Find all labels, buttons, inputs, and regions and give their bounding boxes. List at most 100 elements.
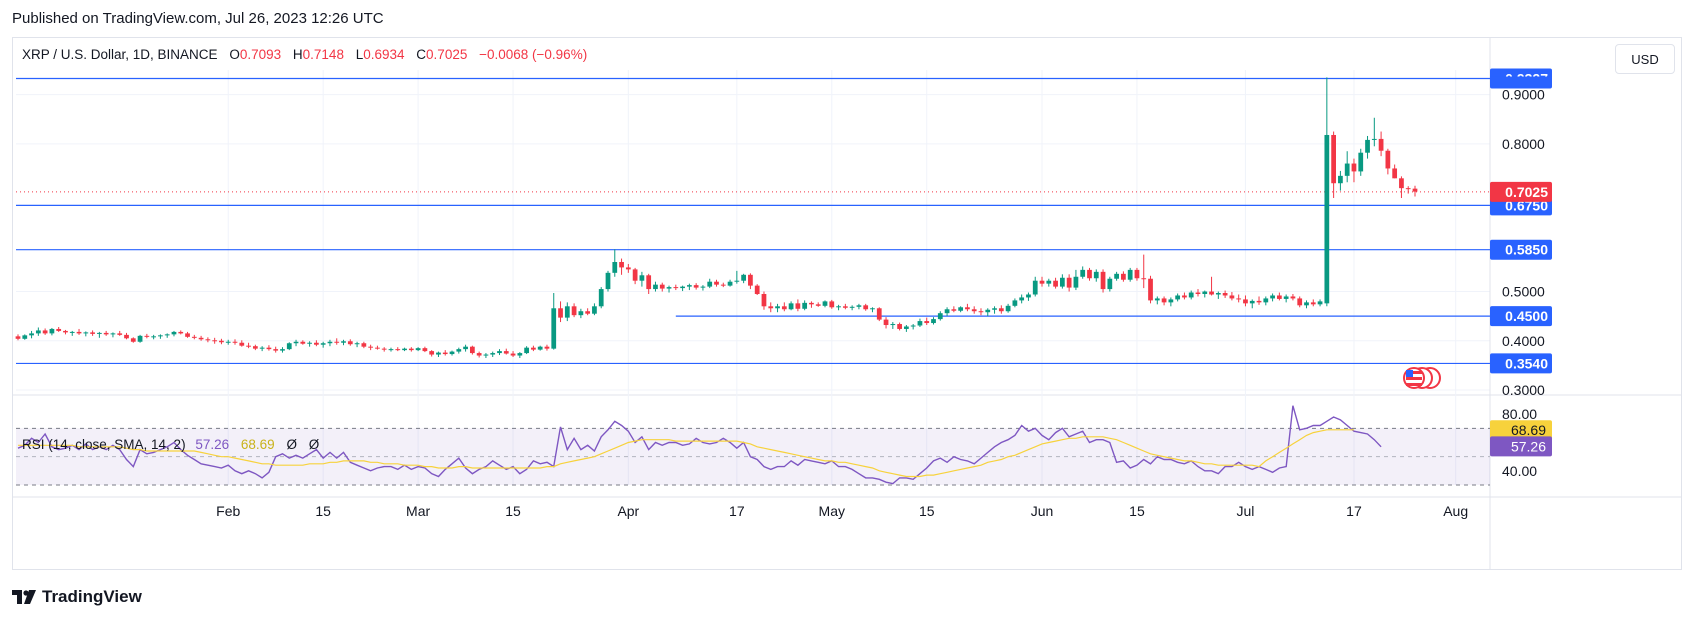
candle-body: [924, 321, 930, 324]
candle-body: [1087, 269, 1092, 279]
candle-body: [442, 352, 448, 355]
candle-body: [1392, 168, 1398, 179]
candle-body: [205, 339, 211, 341]
candle-body: [1127, 269, 1133, 280]
candle-body: [110, 333, 116, 335]
candle-body: [293, 341, 299, 344]
price-axis-label: 0.9000: [1502, 87, 1545, 103]
candle-body: [1019, 297, 1025, 301]
candle-body: [388, 349, 394, 351]
candle-body: [815, 304, 821, 306]
candle-body: [1371, 138, 1377, 140]
time-axis-label: 15: [919, 503, 935, 519]
candle-body: [1290, 296, 1296, 299]
high-key: H: [292, 47, 303, 62]
candle-body: [185, 333, 190, 337]
time-axis-label: 15: [315, 503, 331, 519]
candle-body: [1405, 188, 1411, 190]
candle-body: [734, 280, 740, 282]
candle-body: [1073, 276, 1079, 288]
tradingview-footer[interactable]: TradingView: [12, 587, 142, 607]
price-grid: [12, 37, 1682, 570]
candle-body: [944, 309, 950, 314]
candle-body: [687, 285, 692, 287]
candle-body: [876, 308, 882, 320]
candle-body: [1168, 299, 1174, 303]
candle-body: [639, 275, 645, 281]
candle-body: [714, 281, 719, 285]
flag-stripe: [1406, 371, 1422, 374]
flag-stripe: [1406, 377, 1422, 380]
candle-body: [558, 308, 563, 318]
candle-body: [212, 340, 218, 342]
candle-body: [320, 343, 326, 345]
candle-body: [1236, 298, 1242, 300]
rsi-line: [17, 405, 1382, 485]
tradingview-logo-icon: [12, 590, 36, 604]
candle-body: [191, 336, 197, 338]
candle-body: [130, 338, 136, 342]
candle-body: [1324, 134, 1330, 304]
candle-body: [402, 348, 407, 351]
candle-body: [273, 349, 279, 351]
candle-body: [910, 325, 916, 327]
candle-body: [1134, 269, 1140, 279]
candle-body: [469, 346, 475, 354]
candle-body: [517, 353, 523, 356]
flag-stripe: [1406, 383, 1422, 386]
candle-body: [1039, 280, 1045, 284]
candle-body: [1161, 298, 1167, 303]
candle-body: [1188, 292, 1194, 298]
rsi-sma-badge-label: 68.69: [1511, 422, 1546, 438]
candle-body: [842, 306, 848, 308]
candle-body: [361, 343, 367, 347]
candle-body: [1304, 302, 1309, 306]
candle-body: [158, 335, 163, 337]
candle-body: [334, 341, 340, 343]
event-flags-icon: [1403, 367, 1441, 389]
candle-body: [151, 336, 157, 338]
candle-body: [300, 341, 306, 344]
candle-body: [775, 306, 780, 309]
price-badges: 0.93270.67500.58500.45000.35400.702568.6…: [1490, 68, 1552, 457]
candle-body: [1249, 300, 1255, 304]
candle-body: [83, 332, 89, 334]
time-axis-label: 17: [1346, 503, 1362, 519]
time-axis-label: Mar: [406, 503, 430, 519]
candle-body: [592, 306, 597, 314]
last-price-badge-label: 0.7025: [1505, 184, 1548, 200]
chart-frame: [12, 37, 1682, 570]
candle-body: [246, 345, 251, 347]
candle-body: [1066, 277, 1072, 288]
price-axis-label: 0.4000: [1502, 333, 1545, 349]
candle-body: [422, 348, 428, 352]
candle-body: [619, 262, 624, 268]
candle-body: [653, 284, 658, 290]
candle-body: [307, 342, 312, 344]
axis-labels: 0.9000 0.8000 0.5000 0.4000 0.3000 Feb 15 Mar 15…: [216, 87, 1545, 519]
candle-body: [809, 302, 814, 305]
candle-body: [849, 306, 855, 308]
candle-body: [395, 349, 401, 351]
price-axis-label: 0.5000: [1502, 284, 1545, 300]
candle-body: [571, 306, 577, 316]
candle-body: [978, 311, 984, 313]
candle-body: [741, 274, 746, 281]
candle-body: [1121, 273, 1126, 280]
candle-body: [768, 306, 774, 309]
candle-body: [1297, 298, 1303, 306]
candle-body: [585, 311, 591, 314]
candle-body: [1148, 278, 1153, 301]
candle-body: [164, 334, 170, 336]
candle-body: [198, 337, 204, 340]
candle-body: [29, 333, 34, 336]
candle-body: [368, 346, 374, 348]
candle-body: [375, 347, 380, 349]
candle-body: [998, 308, 1004, 312]
time-axis-label: 15: [505, 503, 521, 519]
currency-button[interactable]: USD: [1615, 44, 1675, 74]
candle-body: [178, 331, 184, 334]
candle-body: [666, 287, 672, 289]
rsi-badge: [1490, 436, 1552, 457]
